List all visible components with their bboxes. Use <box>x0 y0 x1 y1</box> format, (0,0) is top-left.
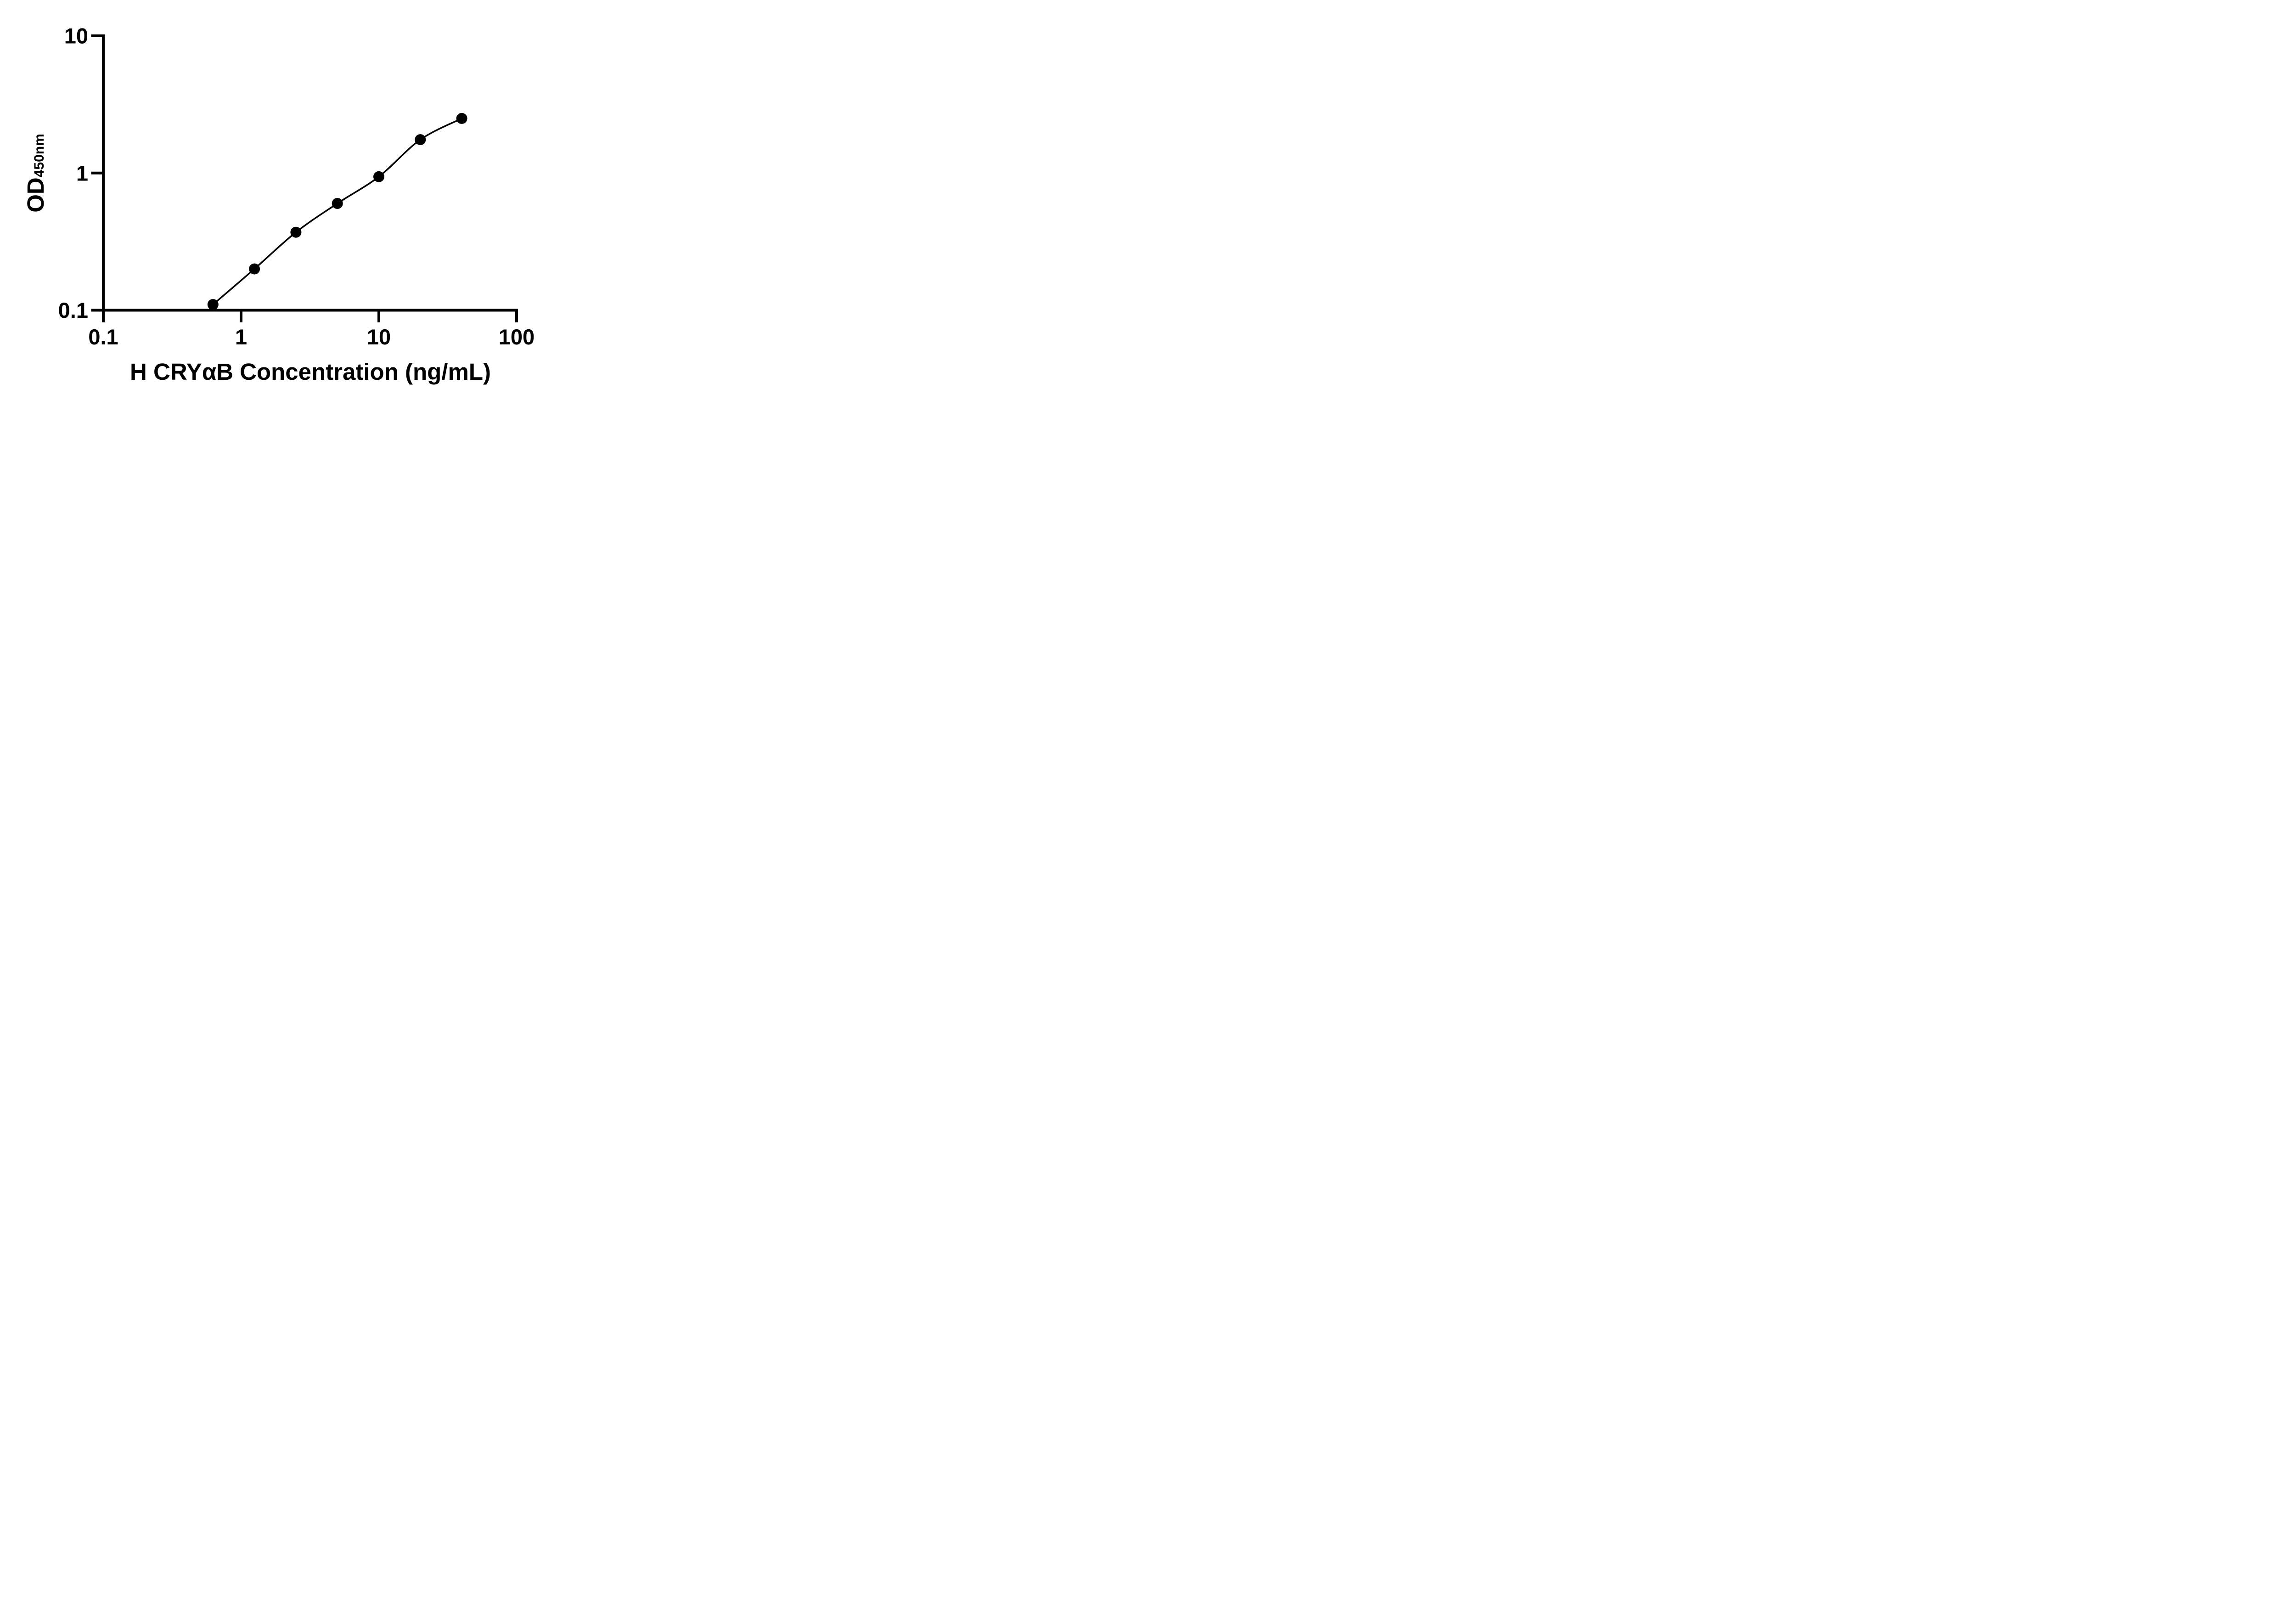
data-point-5 <box>332 198 343 209</box>
plot-series <box>207 113 467 310</box>
x-axis-title: H CRYαB Concentration (ng/mL) <box>130 359 491 385</box>
axes <box>92 34 518 322</box>
x-tick-label-100: 100 <box>499 325 535 349</box>
data-point-0.625 <box>207 299 219 310</box>
data-point-10 <box>373 171 384 182</box>
y-axis-title: OD450nm <box>23 134 49 213</box>
data-point-2.5 <box>290 226 302 238</box>
standard-curve-line <box>212 118 462 305</box>
x-tick-label-1: 1 <box>235 325 247 349</box>
y-tick-label-0.1: 0.1 <box>58 298 88 322</box>
x-tick-label-0.1: 0.1 <box>88 325 118 349</box>
chart-canvas: 0.1 1 10 100 0.1 1 10 H CRYαB Concentration (n… <box>23 24 535 385</box>
y-axis-title-subscript: 450nm <box>32 134 47 177</box>
y-tick-label-1: 1 <box>76 161 88 185</box>
data-point-1.25 <box>249 263 260 275</box>
x-tick-label-10: 10 <box>367 325 391 349</box>
axis-ticks <box>91 34 518 322</box>
y-tick-label-10: 10 <box>64 24 88 48</box>
data-point-40 <box>456 113 467 124</box>
axis-tick-labels: 0.1 1 10 100 0.1 1 10 <box>58 24 535 349</box>
y-axis-title-main: OD <box>23 177 49 213</box>
data-point-20 <box>415 134 426 146</box>
elisa-standard-curve-figure: 0.1 1 10 100 0.1 1 10 H CRYαB Concentration (n… <box>0 0 580 406</box>
